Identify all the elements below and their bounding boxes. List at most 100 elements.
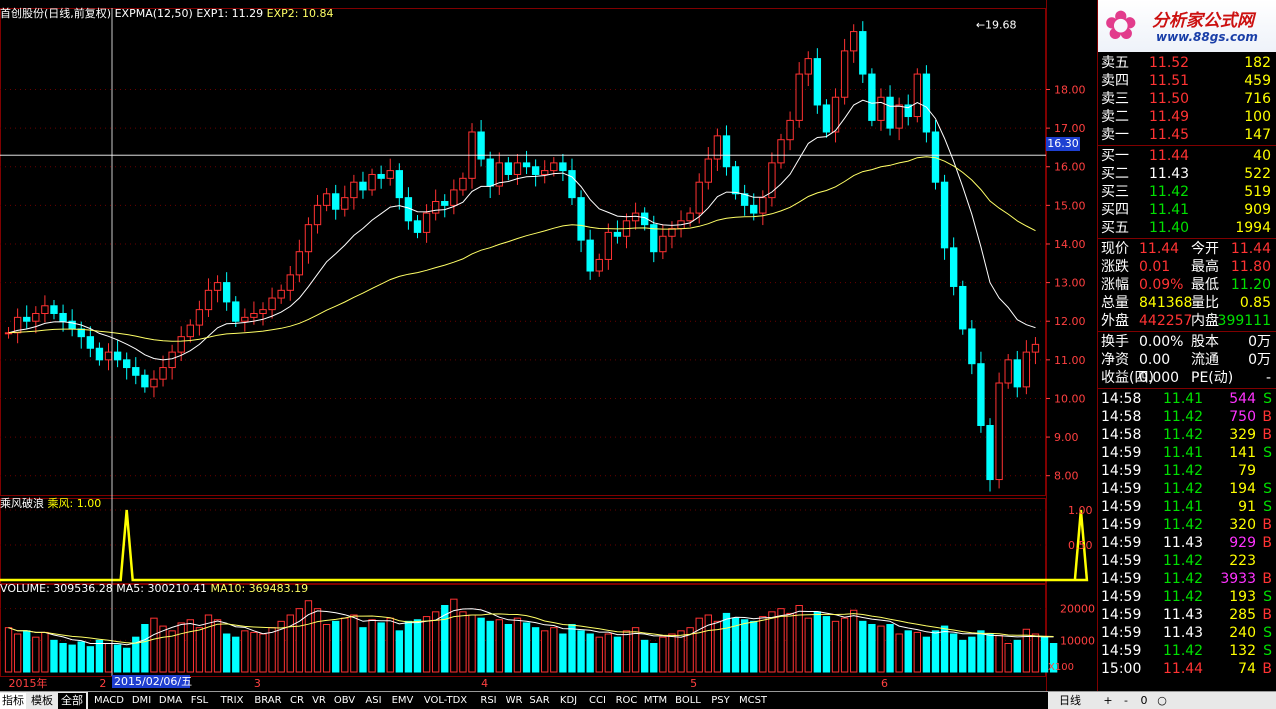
tick-side: B [1262, 607, 1272, 623]
tab-template[interactable]: 模板 [31, 694, 53, 707]
tick-time: 14:58 [1101, 409, 1142, 425]
tab-vol-tdx[interactable]: VOL-TDX [423, 695, 468, 706]
tick-price: 11.42 [1163, 553, 1204, 569]
ma5-value: MA5: 300210.41 [116, 582, 207, 595]
tick-row: 14:58 11.41 544 S [1101, 390, 1274, 408]
quote-separator [1098, 331, 1276, 332]
tab-trix[interactable]: TRIX [220, 695, 244, 706]
stock-title: 首创股份(日线,前复权) [0, 7, 112, 20]
candle-down [868, 73, 876, 121]
candle-up [913, 73, 921, 118]
volume-tick-label: 20000 [1060, 603, 1095, 616]
tab-wr[interactable]: WR [505, 695, 523, 706]
reset-button[interactable]: 0 [1140, 694, 1148, 707]
tab-roc[interactable]: ROC [615, 695, 638, 706]
candle-up [241, 316, 249, 322]
quote-row: 总量 841368 量比 0.85 [1101, 294, 1274, 312]
ask-row: 卖二 11.49 100 [1101, 108, 1274, 126]
circle-icon[interactable]: ○ [1157, 694, 1167, 707]
tab-cr[interactable]: CR [290, 695, 304, 706]
tab-fsl[interactable]: FSL [190, 695, 209, 706]
tab-dmi[interactable]: DMI [131, 695, 152, 706]
period-button[interactable]: 日线 [1059, 694, 1081, 707]
tab-sar[interactable]: SAR [529, 695, 550, 706]
volume-bar-down [740, 619, 749, 673]
bid-price: 11.41 [1149, 202, 1190, 218]
tick-side: B [1262, 535, 1272, 551]
ask-row: 卖一 11.45 147 [1101, 126, 1274, 144]
candle-down [86, 336, 95, 349]
indicator-title: 乘风破浪 [0, 497, 44, 510]
candle-down [232, 301, 240, 322]
volume-bar-down [586, 633, 594, 673]
quote-row: 涨跌 0.01 最高 11.80 [1101, 258, 1274, 276]
candle-up [368, 173, 376, 191]
price-tick-label: 15.00 [1054, 199, 1086, 212]
candle-up [168, 351, 176, 369]
tab-brar[interactable]: BRAR [254, 695, 282, 706]
bid-label: 买五 [1101, 220, 1129, 236]
candle-up [431, 201, 440, 214]
zoom-in-button[interactable]: + [1103, 694, 1113, 707]
candle-down [740, 193, 749, 206]
volume-bar-up [840, 617, 849, 673]
price-tick-label: 9.00 [1054, 431, 1079, 444]
volume-bar-down [395, 630, 403, 673]
quote-value: 0.01 [1139, 259, 1171, 275]
quote-value: 399111 [1217, 313, 1271, 329]
tick-row: 14:59 11.42 193 S [1101, 588, 1274, 606]
quote-label: 涨幅 [1101, 277, 1129, 293]
ask-row: 卖四 11.51 459 [1101, 72, 1274, 90]
tab-indicator[interactable]: 指标 [0, 693, 26, 709]
volume-bar-up [668, 633, 676, 673]
zoom-out-button[interactable]: - [1124, 694, 1128, 707]
quote-panel: ✿ 分析家公式网 www.88gs.com 卖五 11.52 182 卖四 11.51 4… [1097, 0, 1276, 691]
volume-bar-down [522, 622, 531, 673]
volume-bar-down [332, 620, 340, 673]
tick-volume: 91 [1238, 499, 1256, 515]
tab-asi[interactable]: ASI [365, 695, 382, 706]
tab-rsi[interactable]: RSI [480, 695, 497, 706]
tab-psy[interactable]: PSY [711, 695, 730, 706]
tick-side: S [1263, 643, 1272, 659]
indicator-signal-line [0, 509, 1089, 582]
volume-bar-down [68, 644, 76, 673]
tab-macd[interactable]: MACD [94, 695, 124, 706]
quote-value: 0.09% [1139, 277, 1184, 293]
indicator-header: 乘风破浪 乘风: 1.00 [0, 498, 101, 510]
candle-down [95, 347, 104, 361]
candle-up [541, 170, 549, 175]
tab-obv[interactable]: OBV [333, 695, 356, 706]
volume-bar-down [531, 627, 540, 673]
candle-up [295, 251, 304, 276]
tick-row: 14:59 11.41 141 S [1101, 444, 1274, 462]
candle-up [786, 119, 794, 141]
logo-title: 分析家公式网 [1152, 11, 1254, 31]
volume-bar-down [641, 639, 649, 673]
ask-price: 11.51 [1149, 73, 1190, 89]
tab-emv[interactable]: EMV [391, 695, 414, 706]
tab-kdj[interactable]: KDJ [559, 695, 578, 706]
tick-volume: 132 [1229, 643, 1256, 659]
candle-down [613, 231, 622, 237]
tab-all[interactable]: 全部 [58, 693, 86, 709]
candle-up [150, 378, 158, 388]
candle-up [159, 367, 167, 380]
tab-mtm[interactable]: MTM [643, 695, 668, 706]
tick-volume: 285 [1229, 607, 1256, 623]
tick-row: 14:59 11.42 223 [1101, 552, 1274, 570]
volume-bar-down [731, 617, 740, 673]
tab-dma[interactable]: DMA [158, 695, 183, 706]
kline-chart[interactable]: 18.00 17.00 16.00 15.00 14.00 13.00 12.00 11.00… [0, 0, 1097, 691]
quote-label: 换手 [1101, 334, 1129, 350]
quote-value: 841368 [1139, 295, 1193, 311]
tab-boll[interactable]: BOLL [675, 695, 701, 706]
crosshair-price-label: 16.30 [1046, 137, 1080, 151]
quote-value: 11.20 [1230, 277, 1271, 293]
tab-cci[interactable]: CCI [589, 695, 606, 706]
quote-label: 净资 [1101, 352, 1129, 368]
tab-vr[interactable]: VR [312, 695, 326, 706]
tab-mcst[interactable]: MCST [738, 695, 768, 706]
volume-bar-down [141, 624, 149, 673]
candle-down [522, 162, 531, 168]
